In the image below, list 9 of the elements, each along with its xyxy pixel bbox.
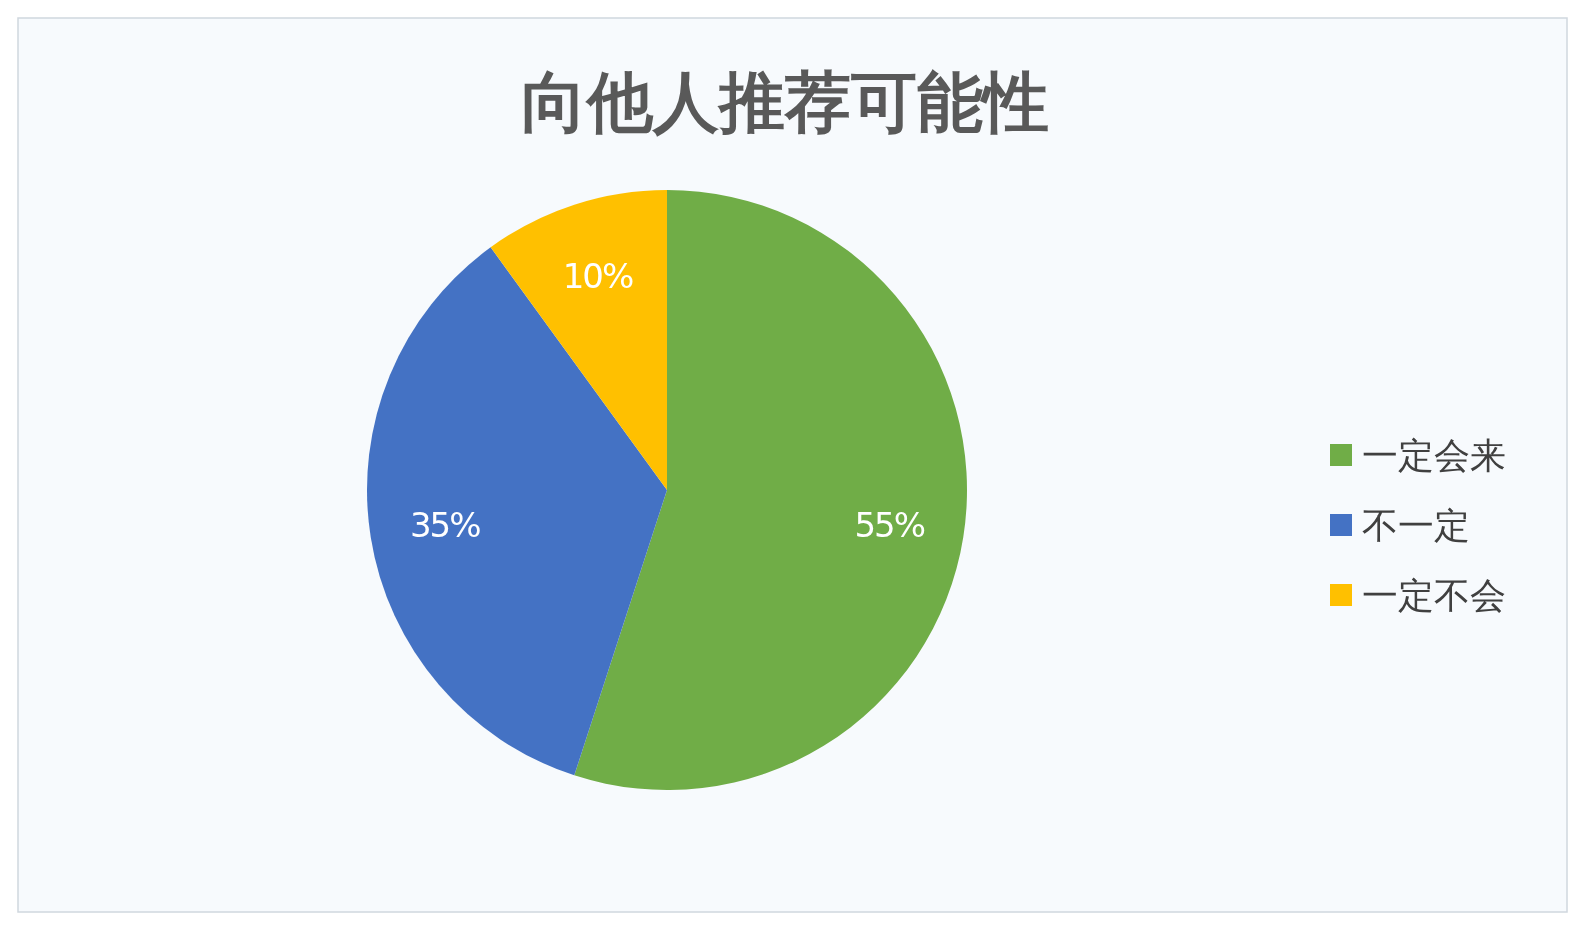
data-label: 55%: [854, 505, 925, 546]
chart-title: 向他人推荐可能性: [521, 64, 1049, 141]
legend-label: 一定不会: [1362, 575, 1506, 616]
data-label: 35%: [409, 505, 481, 546]
legend-label: 不一定: [1362, 505, 1470, 546]
data-label: 10%: [562, 256, 633, 297]
legend-label: 一定会来: [1362, 435, 1506, 476]
pie-slice: [367, 247, 667, 776]
pie-slice: [490, 190, 667, 490]
